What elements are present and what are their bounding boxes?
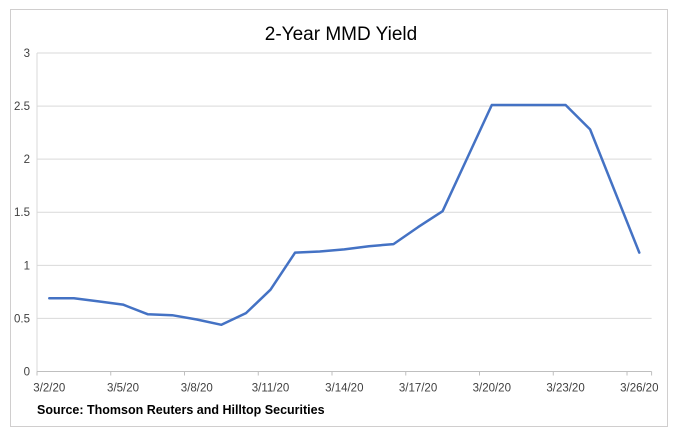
source-note: Source: Thomson Reuters and Hilltop Secu… <box>37 403 325 417</box>
x-tick-label: 3/20/20 <box>473 383 511 395</box>
x-tick-label: 3/26/20 <box>620 383 658 395</box>
y-tick-label: 2.5 <box>14 101 30 113</box>
chart-border <box>10 9 668 427</box>
x-tick-label: 3/23/20 <box>546 383 584 395</box>
y-tick-label: 1.5 <box>14 207 30 219</box>
y-tick-label: 0.5 <box>14 313 30 325</box>
y-tick-label: 3 <box>24 48 30 60</box>
x-tick-label: 3/14/20 <box>325 383 363 395</box>
y-tick-label: 0 <box>24 367 30 379</box>
x-tick-label: 3/5/20 <box>107 383 139 395</box>
x-tick-label: 3/11/20 <box>252 383 290 395</box>
axes <box>36 52 653 376</box>
yield-line <box>48 103 641 327</box>
gridlines <box>37 52 652 319</box>
data-series-line <box>48 103 641 327</box>
y-tick-label: 2 <box>24 154 30 166</box>
chart-title: 2-Year MMD Yield <box>265 24 417 45</box>
x-tick-label: 3/17/20 <box>399 383 437 395</box>
x-tick-label: 3/2/20 <box>33 383 65 395</box>
x-tick-label: 3/8/20 <box>181 383 213 395</box>
y-axis-tick-labels: 0 0.5 1 1.5 2 2.5 3 <box>14 48 30 379</box>
x-axis-tick-labels: 3/2/20 3/5/20 3/8/20 3/11/20 3/14/20 3/17/20 3… <box>33 383 658 395</box>
y-tick-label: 1 <box>24 260 30 272</box>
